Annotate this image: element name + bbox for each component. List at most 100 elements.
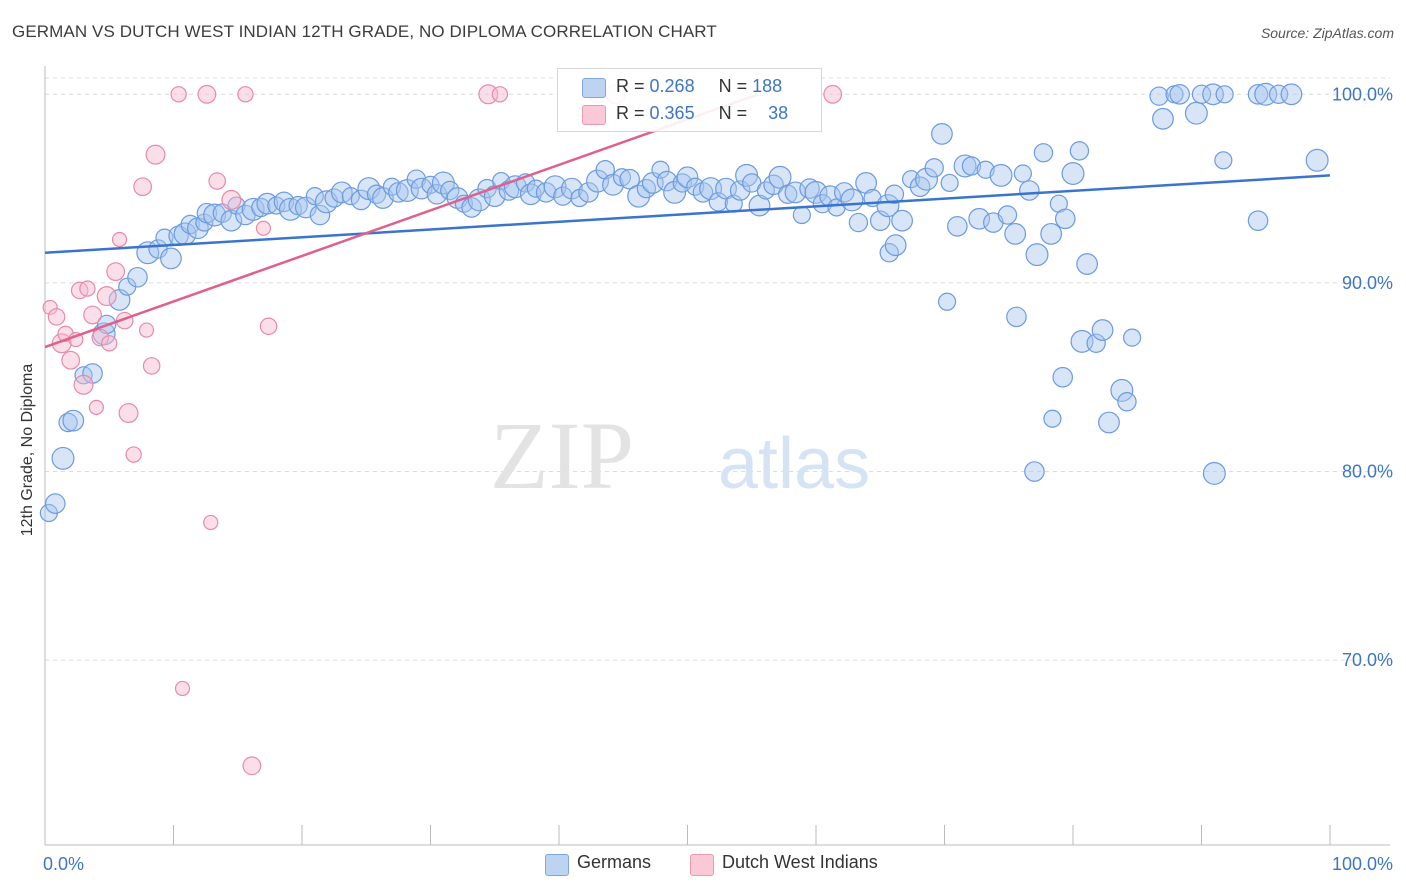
german-point bbox=[1169, 83, 1190, 105]
legend-n-label: N = bbox=[718, 103, 748, 123]
y-tick-label: 70.0% bbox=[1342, 650, 1393, 670]
watermark-atlas: atlas bbox=[718, 424, 870, 504]
dutch-point bbox=[88, 399, 105, 416]
dutch-point bbox=[174, 680, 191, 697]
german-point bbox=[519, 183, 542, 206]
german-point bbox=[602, 173, 624, 196]
legend-r-label: R = bbox=[616, 76, 645, 96]
german-point bbox=[51, 446, 75, 470]
dutch-point bbox=[133, 177, 153, 197]
german-point bbox=[44, 493, 66, 514]
dutch-point bbox=[259, 317, 278, 336]
german-point bbox=[1052, 366, 1074, 388]
dutch-point bbox=[118, 403, 139, 424]
tick-labels: 70.0% 80.0% 90.0% 100.0% 0.0% 100.0% bbox=[43, 84, 1393, 874]
german-point bbox=[1025, 243, 1049, 267]
german-point bbox=[366, 184, 387, 204]
legend-swatch-dutch bbox=[582, 105, 606, 125]
germans-trend-line bbox=[44, 174, 1331, 254]
dutch-point bbox=[125, 446, 142, 463]
german-point bbox=[1006, 306, 1027, 328]
german-point bbox=[330, 181, 353, 204]
dutch-swatch bbox=[690, 854, 714, 876]
german-point bbox=[1043, 409, 1062, 428]
german-point bbox=[543, 175, 567, 199]
german-point bbox=[784, 181, 807, 204]
german-point bbox=[241, 197, 265, 221]
dutch-trend-line bbox=[44, 93, 759, 349]
source-label: Source: ZipAtlas.com bbox=[1260, 25, 1394, 41]
german-point bbox=[1019, 180, 1040, 201]
german-point bbox=[619, 168, 640, 190]
german-point bbox=[651, 160, 670, 179]
german-point bbox=[1013, 164, 1032, 183]
chart-title: GERMAN VS DUTCH WEST INDIAN 12TH GRADE, … bbox=[12, 22, 717, 41]
legend-swatch-germans bbox=[582, 78, 606, 98]
german-point bbox=[426, 183, 448, 205]
dutch-point bbox=[91, 328, 110, 347]
grid-lines bbox=[45, 77, 1390, 661]
german-point bbox=[305, 187, 324, 206]
german-point bbox=[940, 173, 959, 193]
dutch-points bbox=[42, 84, 843, 776]
x-tick-label: 0.0% bbox=[43, 854, 84, 874]
german-point bbox=[127, 266, 148, 288]
dutch-point bbox=[255, 220, 272, 236]
german-point bbox=[947, 216, 968, 237]
german-point bbox=[708, 192, 729, 212]
dutch-point bbox=[79, 280, 96, 297]
german-point bbox=[160, 247, 182, 270]
german-point bbox=[1061, 162, 1085, 186]
dutch-point bbox=[61, 350, 81, 370]
german-point bbox=[848, 212, 869, 233]
german-point bbox=[251, 197, 271, 218]
german-point bbox=[901, 170, 921, 189]
y-tick-label: 80.0% bbox=[1342, 462, 1393, 482]
legend-n-label: N = bbox=[718, 76, 748, 96]
german-point bbox=[62, 409, 85, 432]
dutch-point bbox=[138, 322, 155, 338]
german-point bbox=[267, 196, 286, 215]
trend-lines bbox=[44, 93, 1331, 349]
german-point bbox=[937, 292, 957, 311]
german-point bbox=[699, 177, 723, 201]
germans-label: Germans bbox=[577, 852, 652, 872]
dutch-point bbox=[221, 189, 242, 210]
german-point bbox=[1069, 141, 1090, 161]
german-point bbox=[203, 203, 227, 227]
german-point bbox=[884, 184, 905, 204]
german-point bbox=[989, 163, 1013, 187]
german-point bbox=[1098, 411, 1120, 434]
x-tick-label: 100.0% bbox=[1332, 854, 1393, 874]
german-point bbox=[1305, 148, 1329, 172]
axes bbox=[44, 66, 1390, 846]
dutch-point bbox=[111, 231, 128, 248]
german-point bbox=[1280, 83, 1303, 106]
dutch-point bbox=[491, 86, 509, 103]
dutch-point bbox=[106, 262, 126, 281]
legend-n-value: 188 bbox=[752, 76, 783, 96]
german-point bbox=[663, 180, 687, 204]
dutch-point bbox=[83, 305, 102, 325]
german-point bbox=[627, 184, 651, 208]
legend-r-value: 0.365 bbox=[649, 103, 695, 123]
dutch-point bbox=[101, 335, 118, 352]
stats-legend: R = 0.268 N = 188 R = 0.365 N = 38 bbox=[557, 68, 822, 132]
german-point bbox=[1191, 84, 1212, 104]
dutch-point bbox=[42, 299, 58, 316]
german-point bbox=[1202, 461, 1226, 485]
german-point bbox=[840, 188, 864, 212]
german-point bbox=[1247, 210, 1269, 231]
german-point bbox=[180, 214, 200, 235]
dutch-point bbox=[823, 84, 843, 104]
german-point bbox=[692, 182, 714, 203]
germans-swatch bbox=[545, 854, 569, 876]
german-point bbox=[1091, 319, 1114, 341]
german-point bbox=[1184, 101, 1208, 125]
german-point bbox=[804, 180, 828, 204]
german-point bbox=[968, 207, 991, 230]
watermark: ZIP atlas bbox=[490, 402, 870, 509]
german-point bbox=[915, 167, 939, 191]
dutch-label: Dutch West Indians bbox=[722, 852, 878, 872]
